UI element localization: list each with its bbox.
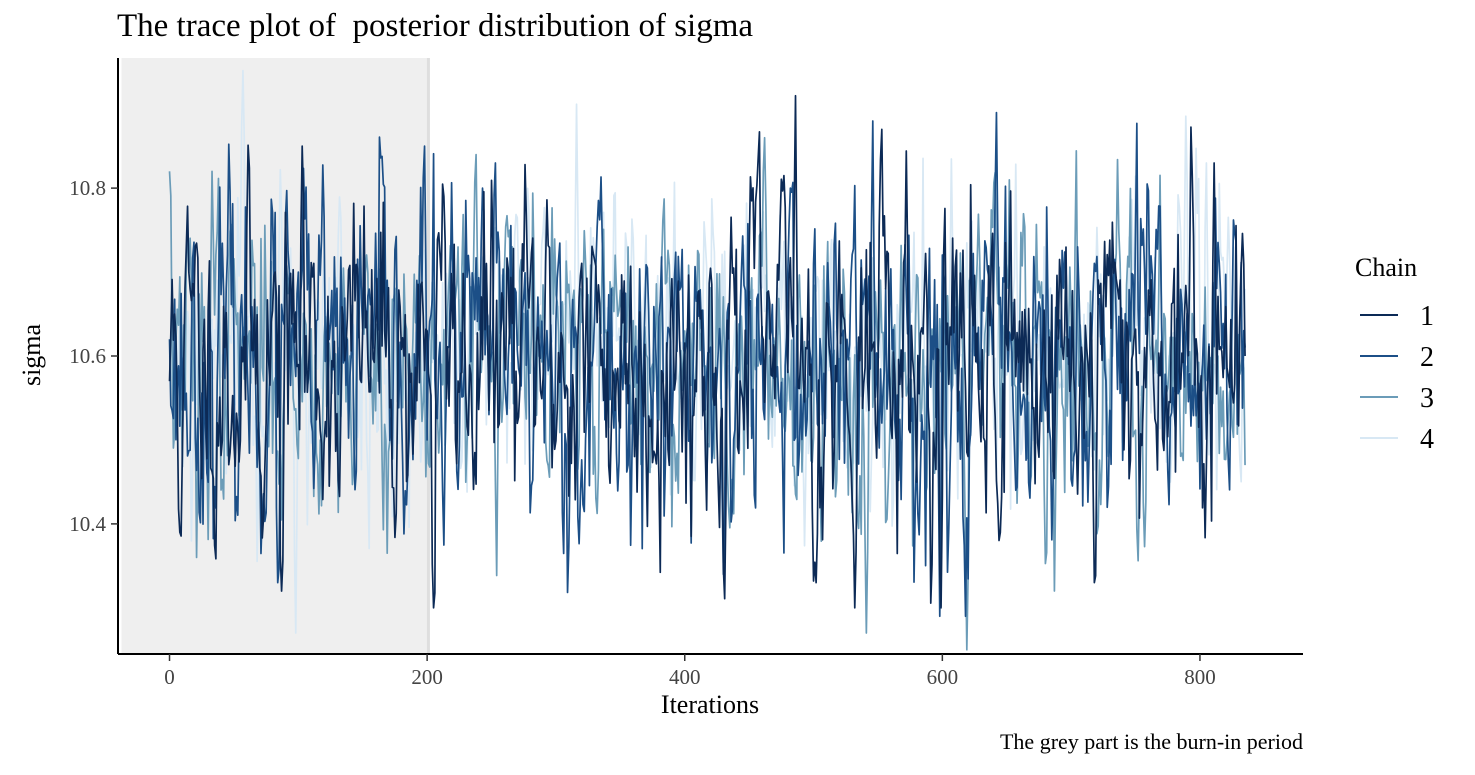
- legend-item-chain-2: 2: [1360, 342, 1434, 373]
- chart-title: The trace plot of posterior distribution…: [117, 8, 753, 44]
- x-tick-label: 600: [927, 665, 959, 689]
- legend-label: 4: [1420, 424, 1434, 455]
- legend-label: 2: [1420, 342, 1434, 373]
- x-tick-label: 800: [1184, 665, 1216, 689]
- axes: 0 200 400 600 800 10.4 10.6 10.8: [69, 58, 1303, 689]
- legend: Chain 1 2 3 4: [1355, 253, 1434, 455]
- x-tick-label: 0: [164, 665, 175, 689]
- legend-title: Chain: [1355, 253, 1417, 282]
- legend-item-chain-3: 3: [1360, 383, 1434, 414]
- x-tick-label: 400: [669, 665, 701, 689]
- x-axis-label: Iterations: [661, 690, 759, 719]
- series-line-chain-1: [168, 94, 1246, 609]
- y-tick-label: 10.4: [69, 512, 106, 536]
- x-tick-label: 200: [411, 665, 443, 689]
- chart-caption: The grey part is the burn-in period: [1000, 729, 1303, 754]
- legend-item-chain-4: 4: [1360, 424, 1434, 455]
- legend-label: 3: [1420, 383, 1434, 414]
- y-tick-label: 10.6: [69, 344, 106, 368]
- legend-label: 1: [1420, 301, 1434, 332]
- plot-area: [121, 58, 1246, 654]
- legend-item-chain-1: 1: [1360, 301, 1434, 332]
- y-tick-label: 10.8: [69, 176, 106, 200]
- y-axis-label: sigma: [17, 323, 46, 386]
